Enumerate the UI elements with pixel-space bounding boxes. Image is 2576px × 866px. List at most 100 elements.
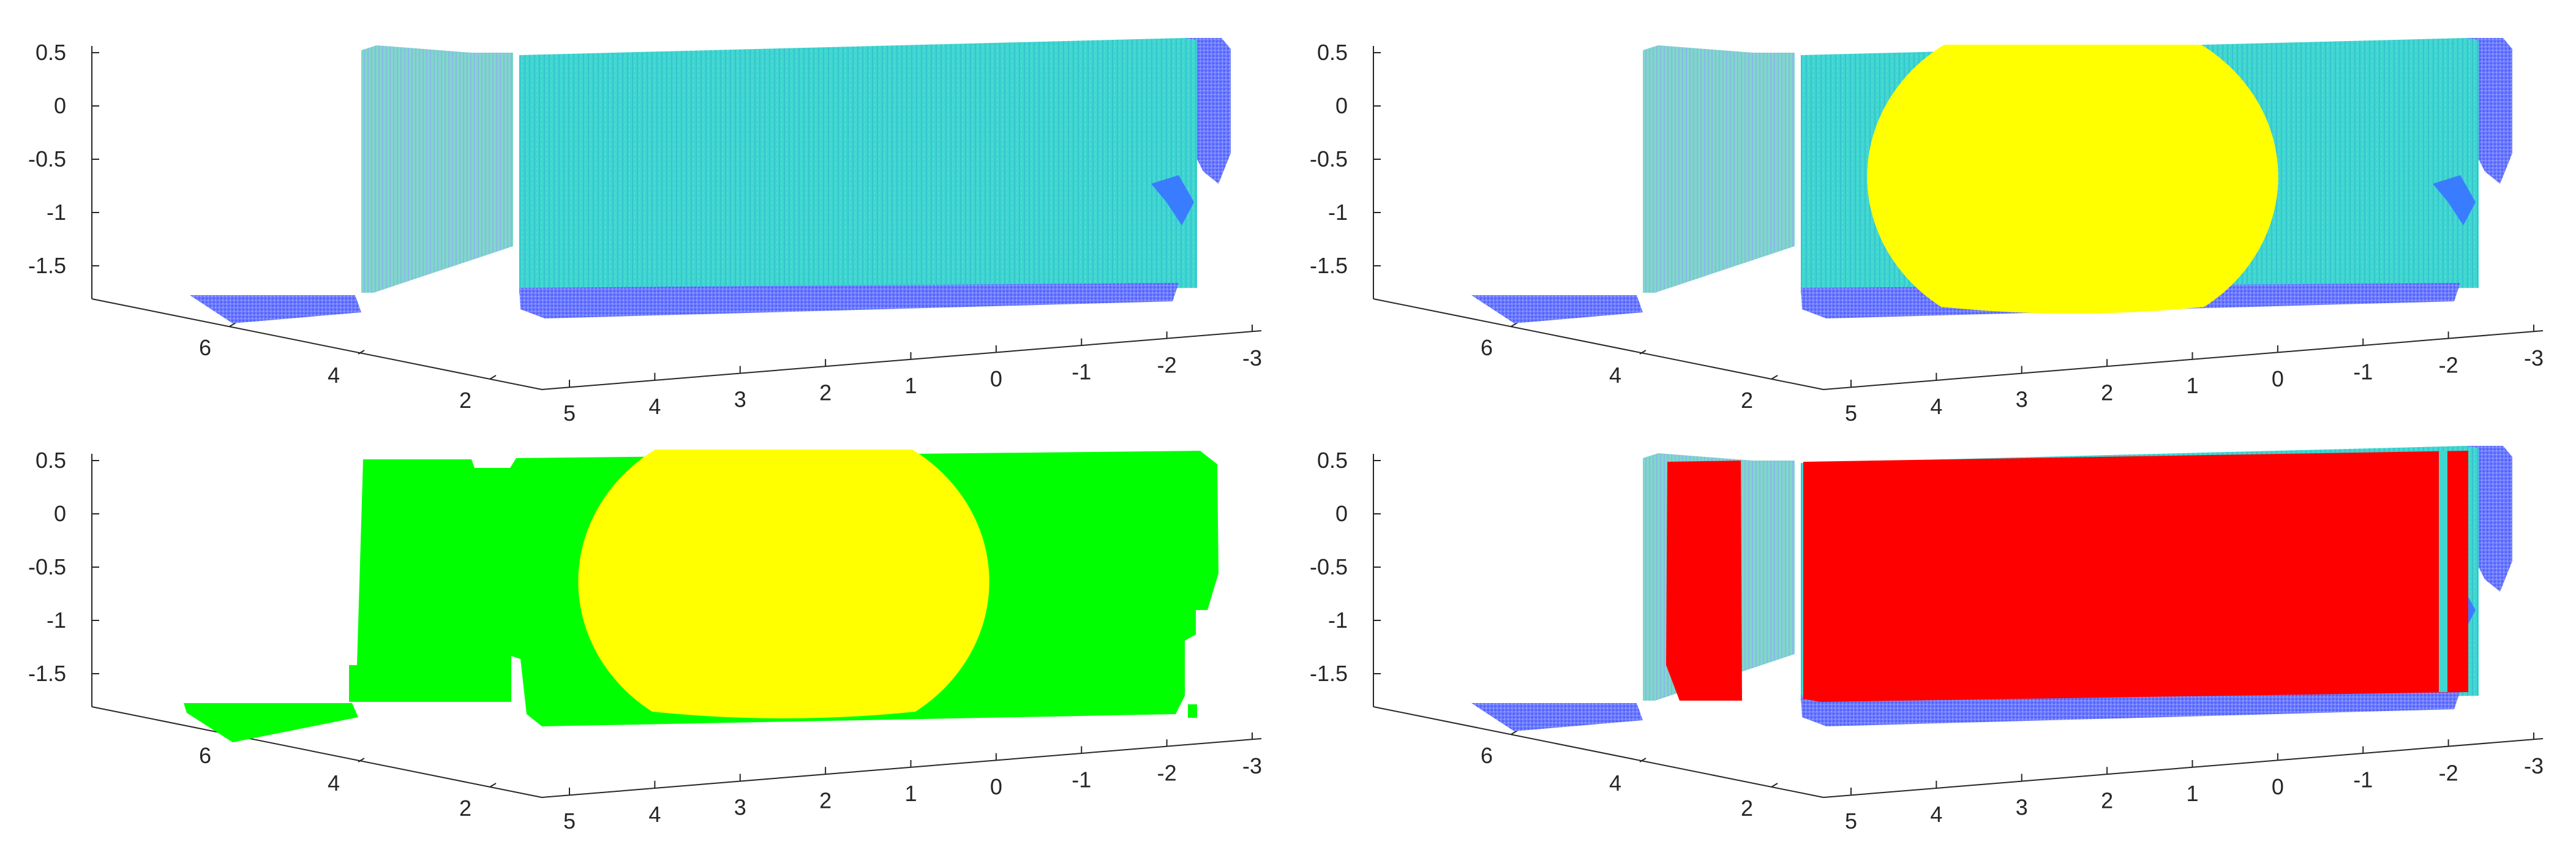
- y-tick-mark: [1511, 730, 1518, 735]
- y-tick-label: 6: [1481, 743, 1493, 768]
- panel-bottom-right: 0.5 0 -0.5 -1 -1.5 6 4 2 5 4 3 2 1 0 -1 -2 -3: [1310, 446, 2544, 834]
- y-tick-mark: [358, 758, 365, 762]
- z-tick-label: 0: [54, 93, 66, 118]
- cloud-wall-left: [361, 45, 513, 293]
- x-tick-label: -1: [2353, 767, 2373, 793]
- y-tick-label: 4: [328, 363, 340, 388]
- z-tick-label: 0.5: [1317, 40, 1348, 65]
- x-tick-label: -3: [1242, 345, 1262, 371]
- x-tick-label: 3: [734, 795, 746, 820]
- x-tick-label: 1: [2186, 781, 2198, 806]
- y-tick-label: 2: [1741, 388, 1753, 413]
- y-tick-mark: [489, 783, 497, 788]
- cloud-bracket: [2433, 175, 2476, 225]
- x-axis-line: [541, 330, 1262, 390]
- z-tick-label: 0: [1335, 93, 1348, 118]
- x-tick-label: -3: [2524, 345, 2544, 371]
- cloud-bracket: [1151, 175, 1194, 225]
- x-axis-line: [1823, 330, 2544, 390]
- z-tick-label: -1: [1328, 200, 1348, 225]
- z-tick-label: -0.5: [1310, 554, 1348, 579]
- z-tick-label: -0.5: [28, 554, 66, 579]
- y-tick-mark: [358, 350, 365, 355]
- z-tick-label: 0.5: [1317, 448, 1348, 473]
- y-tick-mark: [1771, 783, 1778, 788]
- z-tick-label: -1: [1328, 608, 1348, 633]
- z-tick-label: -1.5: [1310, 661, 1348, 686]
- x-tick-label: 3: [2016, 795, 2028, 820]
- y-tick-mark: [1771, 375, 1778, 380]
- x-tick-label: 0: [2272, 366, 2284, 391]
- point-cloud: [1471, 446, 2512, 731]
- axes: 0.5 0 -0.5 -1 -1.5 6 4 2 5 4 3 2 1 0 -1 -2 -3: [28, 40, 1262, 426]
- x-axis-line: [1823, 738, 2544, 798]
- x-tick-label: -2: [1157, 352, 1177, 377]
- x-tick-label: 1: [904, 781, 917, 806]
- cloud-floor-main: [519, 283, 1179, 318]
- x-tick-label: -3: [1242, 753, 1262, 778]
- x-tick-label: 0: [990, 774, 1002, 799]
- point-cloud: [1471, 38, 2512, 323]
- x-tick-label: -1: [2353, 360, 2373, 385]
- z-tick-label: -1: [47, 608, 66, 633]
- y-axis-line: [91, 706, 543, 798]
- cloud-edge-right: [2466, 446, 2512, 592]
- x-tick-label: -2: [2439, 760, 2458, 785]
- cloud-floor-main: [1801, 691, 2460, 726]
- y-tick-mark: [1639, 758, 1647, 762]
- z-tick-label: -1.5: [1310, 253, 1348, 278]
- x-tick-label: 0: [2272, 774, 2284, 799]
- cloud-fragment: [1188, 704, 1197, 718]
- cloud-wall-left: [1643, 45, 1795, 293]
- x-tick-label: 2: [2101, 788, 2113, 813]
- y-tick-label: 6: [199, 743, 211, 768]
- x-tick-label: 5: [563, 401, 576, 426]
- x-tick-label: -1: [1072, 360, 1091, 385]
- cloud-edge-right: [2466, 38, 2512, 184]
- y-tick-label: 4: [1609, 363, 1621, 388]
- z-tick-label: 0: [1335, 501, 1348, 526]
- x-tick-label: 1: [2186, 373, 2198, 398]
- x-tick-label: 2: [2101, 380, 2113, 405]
- axes: 0.5 0 -0.5 -1 -1.5 6 4 2 5 4 3 2 1 0 -1 -2 -3: [1310, 448, 2544, 834]
- plane-gap-strip: [2439, 451, 2447, 692]
- cloud-floor-left: [1471, 703, 1643, 731]
- cloud-floor-left: [1471, 295, 1643, 323]
- y-axis-line: [91, 298, 543, 390]
- plane-main: [1803, 451, 2468, 702]
- x-tick-label: -2: [2439, 352, 2458, 377]
- y-tick-label: 4: [328, 770, 340, 796]
- x-tick-label: 3: [734, 387, 746, 412]
- x-tick-label: 2: [819, 380, 832, 405]
- cloud-floor-left: [190, 295, 361, 323]
- x-tick-label: 5: [1845, 401, 1857, 426]
- y-axis-line: [1373, 298, 1824, 390]
- panel-bottom-left: 0.5 0 -0.5 -1 -1.5 6 4 2 5 4 3 2 1 0 -1 -2 -3: [28, 448, 1262, 834]
- panel-top-right: 0.5 0 -0.5 -1 -1.5 6 4 2 5 4 3 2 1 0 -1 -2 -3: [1310, 38, 2544, 426]
- x-tick-label: -3: [2524, 753, 2544, 778]
- y-tick-label: 4: [1609, 770, 1621, 796]
- cloud-edge-right: [1185, 38, 1231, 184]
- x-tick-label: 4: [648, 802, 661, 827]
- z-tick-label: 0.5: [36, 40, 66, 65]
- x-tick-label: 0: [990, 366, 1002, 391]
- x-tick-label: -1: [1072, 767, 1091, 793]
- x-axis-line: [541, 738, 1262, 798]
- cloud-wall-main: [519, 38, 1197, 294]
- axes: 0.5 0 -0.5 -1 -1.5 6 4 2 5 4 3 2 1 0 -1 -2 -3: [28, 448, 1262, 834]
- sphere-region: [578, 450, 989, 718]
- x-tick-label: 5: [563, 808, 576, 834]
- y-tick-mark: [1639, 350, 1647, 355]
- y-tick-label: 2: [459, 388, 471, 413]
- z-tick-label: 0.5: [36, 448, 66, 473]
- z-tick-label: -1.5: [28, 661, 66, 686]
- panel-top-left: 0.5 0 -0.5 -1 -1.5 6 4 2 5 4 3 2 1 0 -1 -2 -3: [28, 38, 1262, 426]
- x-tick-label: 4: [1930, 394, 1942, 419]
- z-tick-label: -0.5: [1310, 146, 1348, 171]
- y-tick-mark: [489, 375, 497, 380]
- y-axis-line: [1373, 706, 1824, 798]
- z-tick-label: -0.5: [28, 146, 66, 171]
- x-tick-label: 3: [2016, 387, 2028, 412]
- y-tick-mark: [1511, 322, 1518, 327]
- x-tick-label: 1: [904, 373, 917, 398]
